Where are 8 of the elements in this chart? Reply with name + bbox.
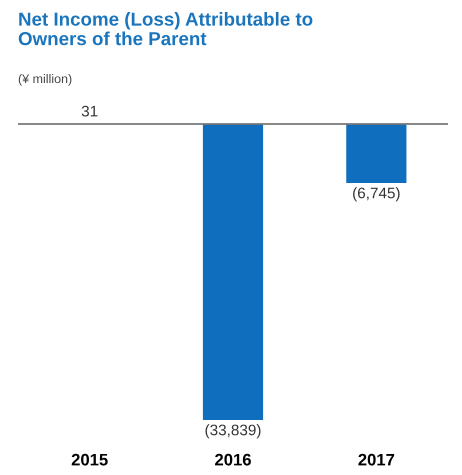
data-label: (6,745) xyxy=(353,187,400,202)
x-tick-label: 2015 xyxy=(72,454,108,466)
chart-subtitle: (¥ million) xyxy=(18,74,72,86)
chart-title: Net Income (Loss) Attributable to Owners of the Parent xyxy=(18,12,312,46)
data-label: (33,839) xyxy=(206,424,261,438)
x-tick-label: 2016 xyxy=(215,454,251,466)
x-tick-label: 2017 xyxy=(358,454,394,466)
data-label: 31 xyxy=(82,106,98,117)
